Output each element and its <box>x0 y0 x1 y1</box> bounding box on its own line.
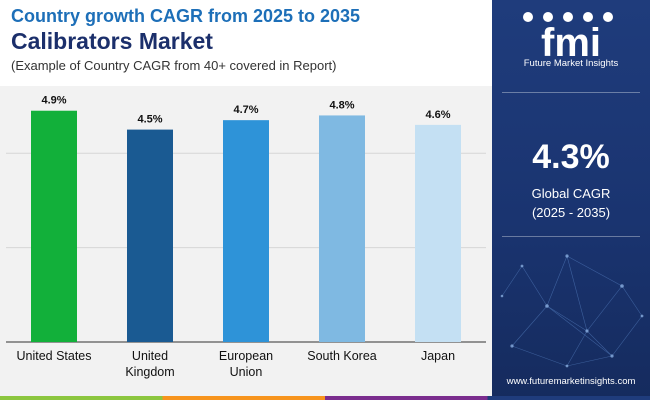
x-tick-label: Japan <box>421 349 455 363</box>
x-tick-label: South Korea <box>307 349 377 363</box>
x-tick-label: Kingdom <box>125 365 174 379</box>
strip-segment <box>0 396 163 400</box>
market-name: Calibrators Market <box>11 28 213 54</box>
global-cagr-label: Global CAGR <box>531 186 611 201</box>
bar-chart: 4.9% United States 4.5% United Kingdom 4.7% Eu… <box>6 95 486 379</box>
chart-title: Country growth CAGR from 2025 to 2035 <box>11 6 361 26</box>
global-cagr-period: (2025 - 2035) <box>531 205 611 220</box>
strip-segment <box>162 396 325 400</box>
bar-value-label: 4.9% <box>41 95 66 107</box>
x-tick-label: European <box>219 349 273 363</box>
fmi-logo-icon: fmi <box>523 12 613 65</box>
bar <box>31 110 77 342</box>
bar-value-label: 4.6% <box>425 109 450 121</box>
bar <box>127 129 173 342</box>
bar <box>319 115 365 342</box>
bar <box>223 120 269 342</box>
sidebar: fmi Future Market Insights 4.3% Global C… <box>492 0 650 400</box>
svg-text:fmi: fmi <box>541 21 601 65</box>
global-cagr-value: 4.3% <box>532 138 610 176</box>
bar-value-label: 4.5% <box>137 114 162 126</box>
x-tick-label: United States <box>16 349 91 363</box>
strip-segment <box>325 396 488 400</box>
divider <box>502 236 640 237</box>
brand-name: Future Market Insights <box>523 58 619 69</box>
strip-segment <box>487 396 650 400</box>
header: Country growth CAGR from 2025 to 2035 Ca… <box>0 0 492 90</box>
network-graphic-icon <box>500 254 644 368</box>
bar-value-label: 4.8% <box>329 99 354 111</box>
report-note: (Example of Country CAGR from 40+ covere… <box>11 58 337 73</box>
x-tick-label: Union <box>230 365 263 379</box>
bottom-color-strip <box>0 396 650 400</box>
website-url: www.futuremarketinsights.com <box>506 376 636 387</box>
x-tick-label: United <box>132 349 168 363</box>
divider <box>502 92 640 93</box>
bar <box>415 124 461 342</box>
bar-value-label: 4.7% <box>233 104 258 116</box>
